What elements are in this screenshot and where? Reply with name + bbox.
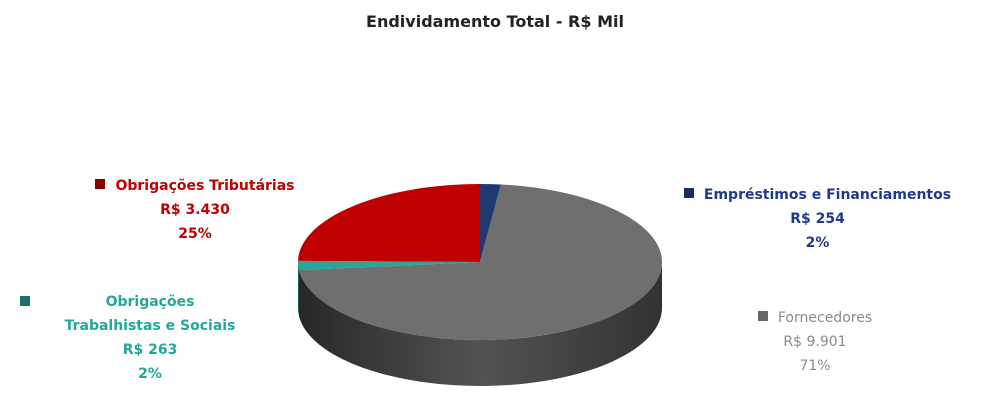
- slice-name-fornecedores: Fornecedores: [777, 310, 873, 326]
- slice-percent-trabalhistas: 2%: [138, 366, 162, 382]
- slice-value-emprestimos: R$ 254: [790, 211, 845, 227]
- slice-name-tributarias: Obrigações Tributárias: [115, 178, 295, 194]
- legend-swatch-tributarias: [95, 179, 106, 189]
- slice-name-trabalhistas-line2: Trabalhistas e Sociais: [64, 318, 236, 334]
- label-fornecedores: Fornecedores R$ 9.901 71%: [700, 306, 930, 378]
- slice-value-fornecedores: R$ 9.901: [783, 334, 847, 350]
- label-trabalhistas: Obrigações Trabalhistas e Sociais R$ 263…: [10, 290, 290, 386]
- slice-percent-fornecedores: 71%: [799, 358, 831, 374]
- pie-slice-2: [298, 260, 480, 271]
- pie-side-2: [298, 262, 299, 317]
- pie-slice-3: [298, 184, 480, 262]
- label-emprestimos: Empréstimos e Financiamentos R$ 254 2%: [645, 183, 990, 255]
- label-obrigacoes-tributarias: Obrigações Tributárias R$ 3.430 25%: [60, 174, 330, 246]
- slice-percent-emprestimos: 2%: [805, 235, 830, 251]
- slice-name-emprestimos: Empréstimos e Financiamentos: [703, 187, 952, 203]
- slice-value-tributarias: R$ 3.430: [160, 202, 230, 218]
- pie-slice-1: [298, 184, 662, 340]
- pie-side-1: [298, 262, 662, 386]
- legend-swatch-fornecedores: [757, 311, 768, 321]
- slice-value-trabalhistas: R$ 263: [122, 342, 178, 358]
- slice-name-trabalhistas-line1: Obrigações: [105, 294, 195, 310]
- slice-percent-tributarias: 25%: [178, 226, 212, 242]
- legend-swatch-emprestimos: [683, 188, 694, 198]
- legend-swatch-trabalhistas: [20, 296, 30, 306]
- pie-slice-0: [480, 184, 501, 262]
- chart-title: Endividamento Total - R$ Mil: [366, 12, 624, 31]
